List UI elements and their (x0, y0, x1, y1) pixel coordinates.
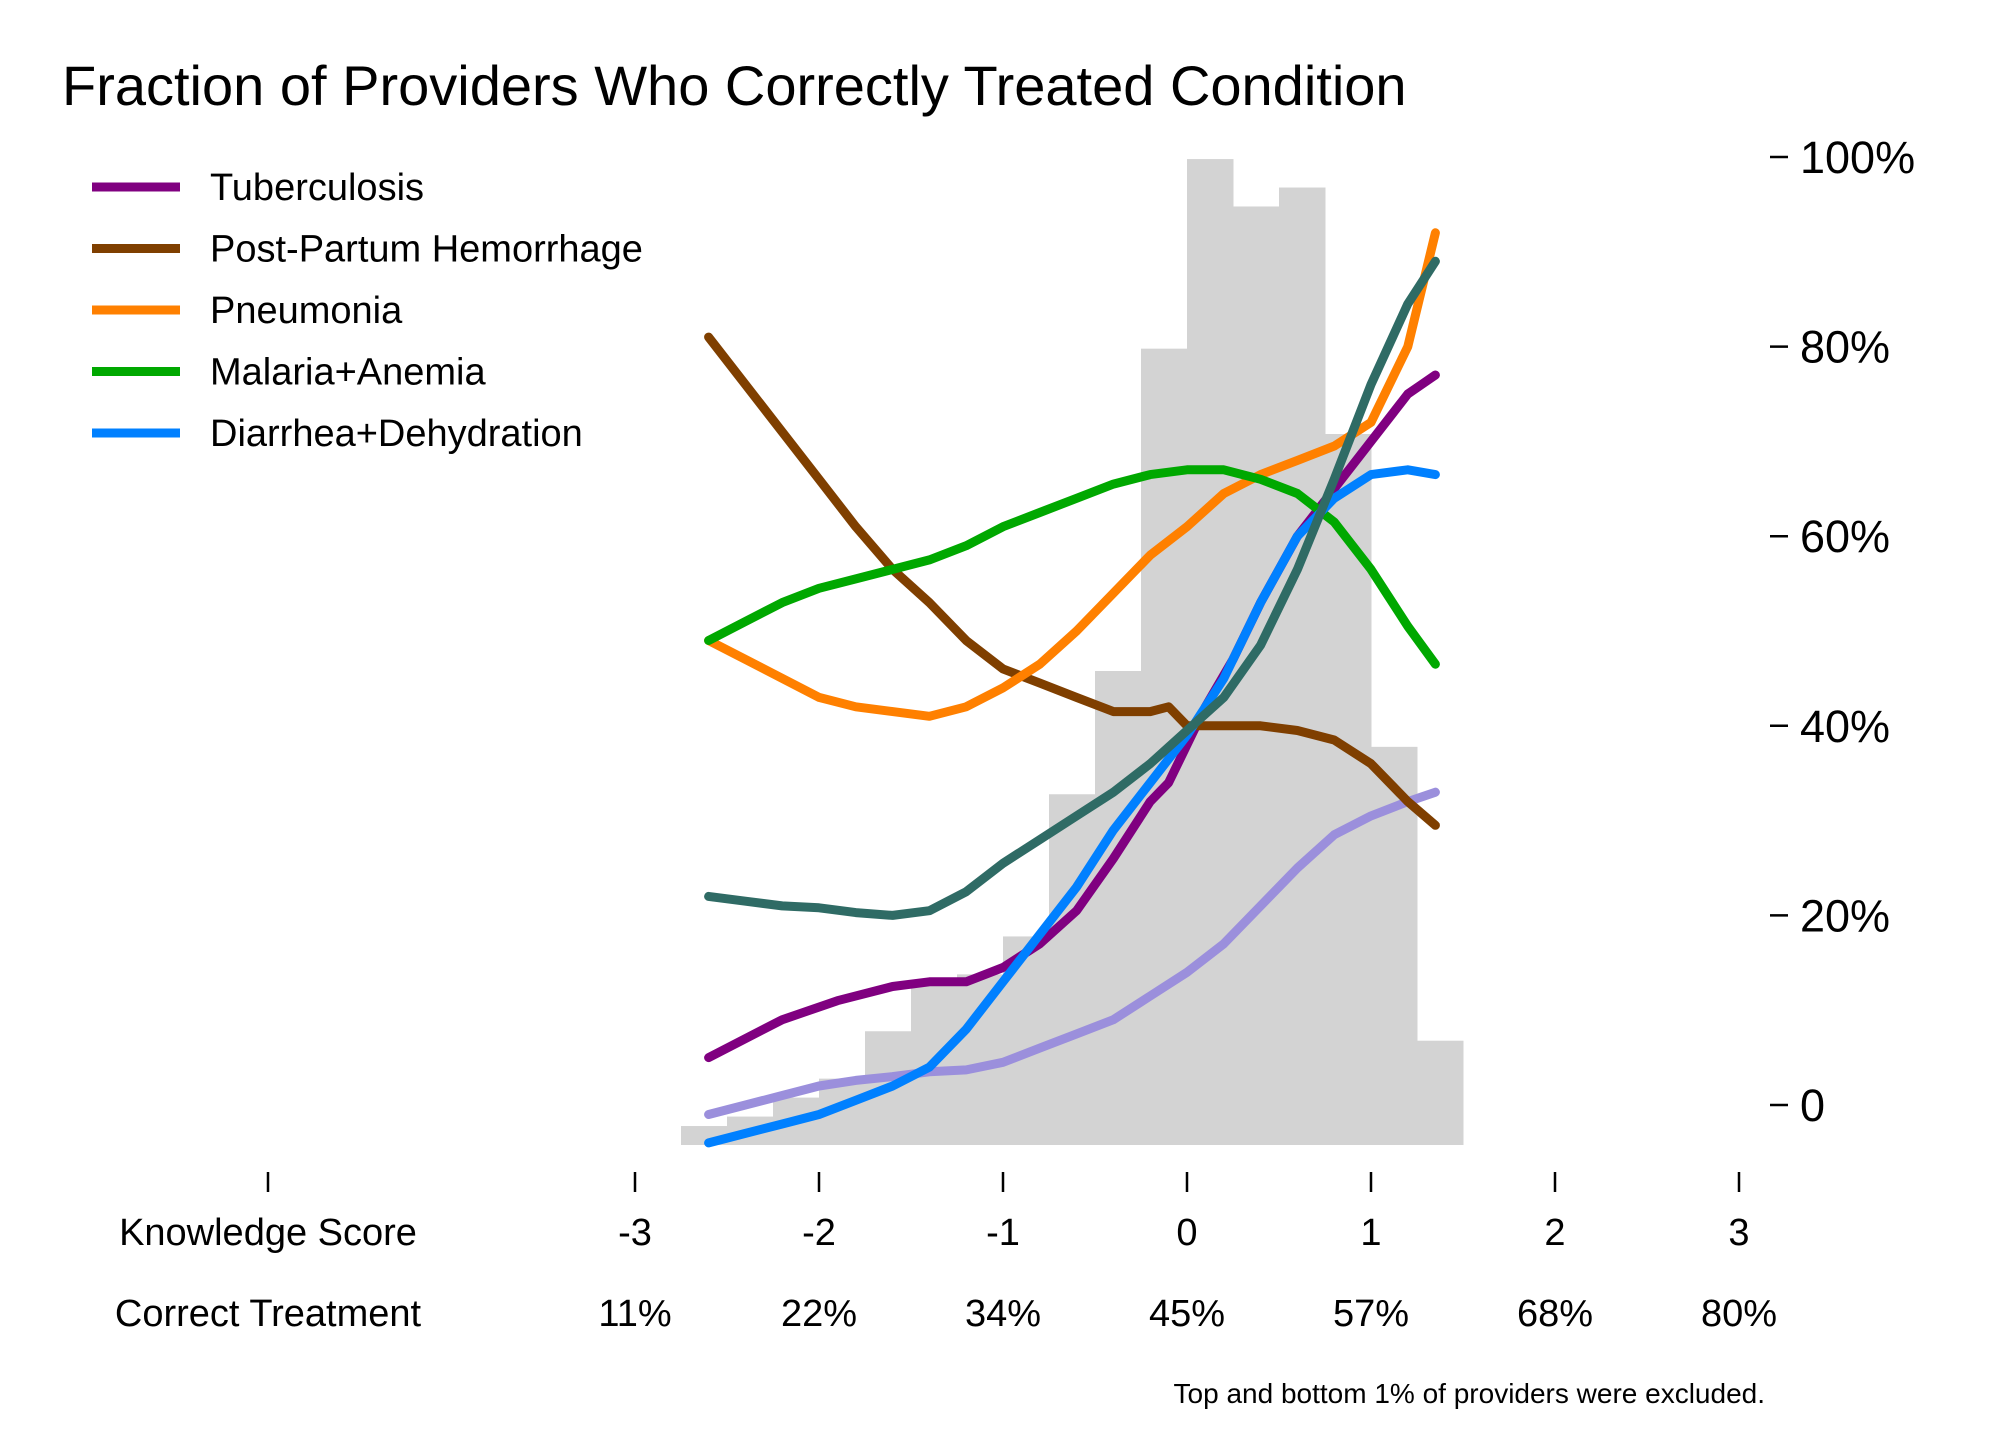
y-tick-label: 20% (1800, 890, 1890, 941)
y-tick-label: 0 (1800, 1080, 1825, 1131)
chart-title: Fraction of Providers Who Correctly Trea… (62, 54, 1407, 117)
x-tick-label-score: -3 (618, 1212, 652, 1254)
series-line-post-partum-hemorrhage (704, 332, 1440, 830)
series-line-series-7 (704, 787, 1440, 1119)
x-row-label-score: Knowledge Score (119, 1212, 417, 1254)
histogram-bar (1187, 159, 1234, 1145)
x-row-label-treatment: Correct Treatment (115, 1293, 422, 1335)
y-tick-label: 80% (1800, 322, 1890, 373)
series-lines (704, 228, 1440, 1148)
x-tick-label-treatment: 11% (598, 1293, 671, 1335)
x-tick-label-score: -1 (986, 1212, 1020, 1254)
x-tick-label-score: -2 (802, 1212, 836, 1254)
histogram-bar (1279, 187, 1326, 1145)
x-tick-label-score: 1 (1360, 1212, 1381, 1254)
histogram (681, 159, 1464, 1146)
histogram-bar (1417, 1040, 1464, 1145)
series-line-series-6 (704, 256, 1440, 920)
x-tick-label-treatment: 68% (1517, 1293, 1593, 1335)
legend-label: Tuberculosis (210, 167, 424, 209)
y-tick-label: 100% (1800, 132, 1915, 183)
x-axis: Knowledge Score Correct Treatment -3 11% -… (115, 1172, 1777, 1335)
legend-label: Pneumonia (210, 290, 403, 332)
legend: Tuberculosis Post-Partum Hemorrhage Pneumo… (92, 167, 643, 455)
y-tick-label: 40% (1800, 701, 1890, 752)
x-tick-label-score: 2 (1544, 1212, 1565, 1254)
histogram-bar (1095, 671, 1142, 1145)
x-tick-label-treatment: 80% (1701, 1293, 1777, 1335)
legend-label: Malaria+Anemia (210, 352, 486, 394)
x-tick-label-treatment: 34% (965, 1293, 1041, 1335)
x-tick-label-treatment: 57% (1333, 1293, 1409, 1335)
x-tick-label-score: 3 (1728, 1212, 1749, 1254)
x-tick-label-treatment: 22% (781, 1293, 857, 1335)
legend-label: Diarrhea+Dehydration (210, 413, 583, 455)
legend-label: Post-Partum Hemorrhage (210, 229, 643, 271)
histogram-bar (1325, 434, 1372, 1145)
x-tick-label-score: 0 (1176, 1212, 1197, 1254)
y-axis: 100% 80% 60% 40% 20% 0 (1770, 132, 1915, 1131)
series-line-pneumonia (704, 228, 1440, 721)
y-tick-label: 60% (1800, 511, 1890, 562)
x-tick-label-treatment: 45% (1149, 1293, 1225, 1335)
histogram-bar (1049, 794, 1096, 1145)
chart-note: Top and bottom 1% of providers were excl… (1174, 1378, 1765, 1409)
